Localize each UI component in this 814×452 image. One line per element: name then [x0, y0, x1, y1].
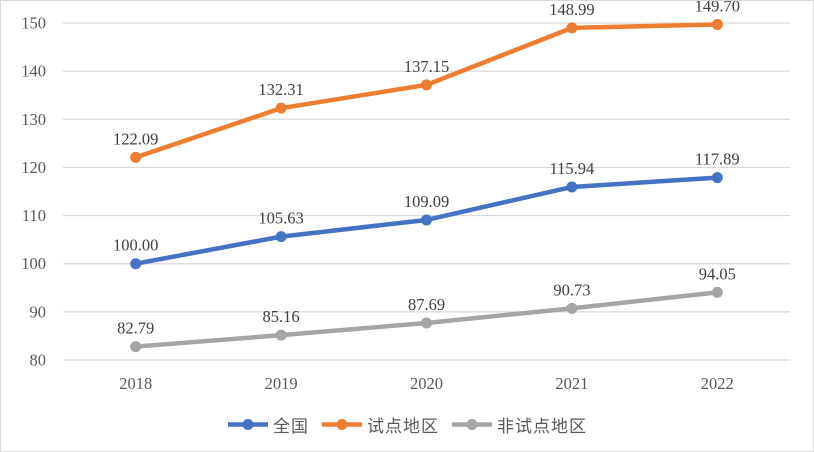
y-axis-tick-label: 110: [22, 206, 46, 225]
y-axis-tick-label: 120: [21, 158, 46, 177]
data-label: 109.09: [404, 192, 449, 211]
data-label: 85.16: [263, 307, 300, 326]
data-label: 100.00: [113, 236, 158, 255]
data-label: 149.70: [695, 1, 740, 15]
legend-item-series-2[interactable]: 非试点地区: [451, 412, 587, 437]
data-point[interactable]: [711, 286, 723, 298]
data-point[interactable]: [130, 258, 142, 270]
data-point[interactable]: [711, 172, 723, 184]
data-point[interactable]: [421, 317, 432, 329]
y-axis-tick-label: 130: [21, 110, 46, 129]
data-label: 117.89: [695, 150, 740, 169]
legend-item-series-0[interactable]: 全国: [227, 412, 309, 437]
data-point[interactable]: [275, 231, 287, 243]
data-label: 122.09: [113, 129, 158, 148]
data-point[interactable]: [711, 18, 723, 30]
y-axis-tick-label: 140: [21, 62, 46, 81]
legend-item-series-1[interactable]: 试点地区: [321, 412, 439, 437]
series-line[interactable]: [133, 22, 720, 160]
x-axis-tick-label: 2020: [410, 374, 443, 393]
data-label: 132.31: [258, 80, 303, 99]
data-label: 90.73: [553, 280, 590, 299]
y-axis-tick-label: 90: [30, 302, 47, 321]
x-axis-tick-label: 2021: [555, 374, 588, 393]
data-label: 148.99: [549, 1, 594, 19]
data-point[interactable]: [566, 22, 578, 34]
data-label: 82.79: [117, 319, 154, 338]
legend-line-marker-icon: [452, 418, 492, 430]
data-point[interactable]: [275, 102, 287, 114]
legend-line-marker-icon: [322, 418, 362, 430]
y-axis-tick-label: 150: [21, 14, 46, 33]
data-label: 137.15: [404, 57, 449, 76]
y-axis-tick-label: 80: [30, 351, 47, 370]
data-label: 115.94: [550, 159, 595, 178]
data-point[interactable]: [275, 329, 287, 341]
x-axis-tick-label: 2018: [119, 374, 152, 393]
legend: 全国 试点地区 非试点地区: [1, 407, 813, 441]
legend-label: 试点地区: [367, 416, 439, 436]
data-label: 105.63: [258, 209, 303, 228]
data-label: 87.69: [408, 295, 445, 314]
x-axis-tick-label: 2019: [265, 374, 298, 393]
data-point[interactable]: [421, 214, 432, 226]
data-point[interactable]: [130, 151, 142, 163]
y-axis-tick-label: 100: [21, 254, 46, 273]
data-point[interactable]: [566, 302, 578, 314]
data-point[interactable]: [566, 181, 578, 193]
x-axis-tick-label: 2022: [701, 374, 734, 393]
data-point[interactable]: [130, 341, 142, 353]
legend-line-marker-icon: [228, 418, 268, 430]
legend-label: 全国: [273, 416, 309, 436]
legend-label: 非试点地区: [497, 416, 587, 436]
data-label: 94.05: [699, 264, 736, 283]
data-point[interactable]: [421, 79, 432, 91]
